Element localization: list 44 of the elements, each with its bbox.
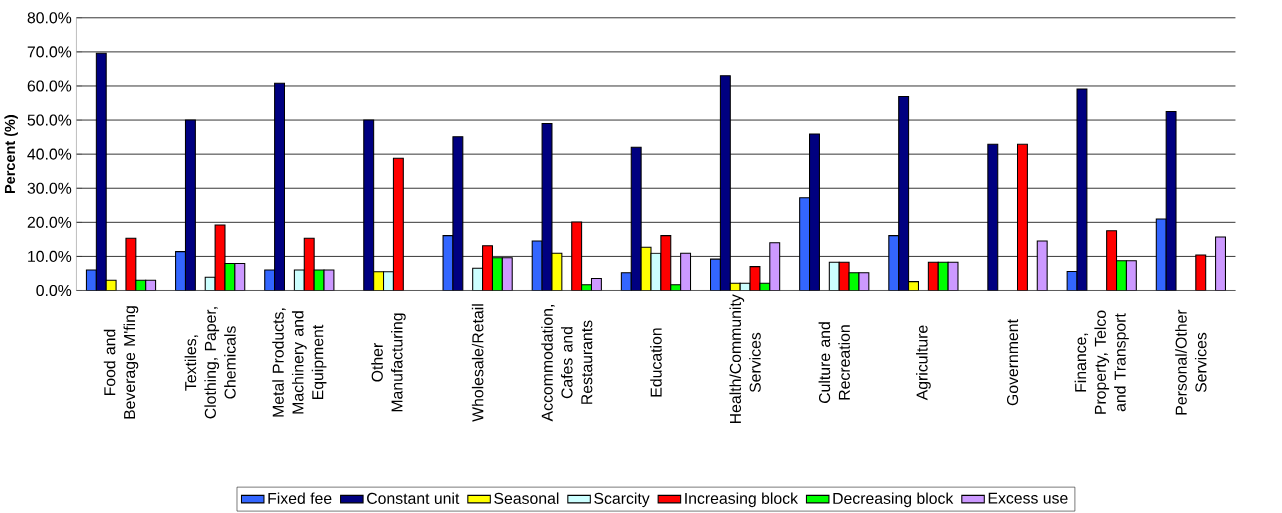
bar [482, 245, 493, 291]
y-tick-label: 20.0% [27, 216, 72, 228]
x-tick-label: Finance, Property, Telco and Transport [1074, 310, 1129, 414]
bar [184, 119, 196, 291]
x-tick-label: Health/Community Services [729, 294, 761, 424]
x-tick-label: Government [1006, 319, 1019, 406]
legend-label: Seasonal [494, 492, 559, 505]
x-tick-label: Textiles, Clothing, Paper, Chemicals [184, 307, 236, 419]
bar [1106, 230, 1118, 291]
y-tick-label: 50.0% [27, 114, 72, 126]
x-tick-label: Culture and Recreation [818, 322, 850, 404]
y-tick-label: 10.0% [28, 250, 72, 263]
bar [392, 157, 404, 291]
y-tick-label: 0.0% [36, 285, 72, 297]
legend-label: Increasing block [685, 492, 799, 508]
y-tick-label: 80.0% [27, 12, 72, 24]
x-tick-label: Other Manufacturing [371, 313, 406, 412]
y-tick-label: 30.0% [27, 182, 72, 194]
bar [719, 75, 731, 291]
x-tick-label: Education [650, 328, 662, 397]
legend-label: Scarcity [594, 492, 650, 508]
x-tick-label: Accommodation, Cafes and Restaurants [541, 305, 593, 422]
bar [888, 235, 900, 291]
y-tick-label: 60.0% [27, 80, 72, 92]
x-tick-label: Wholesale/Retail [471, 304, 484, 422]
x-tick-label: Agriculture [916, 325, 931, 401]
bar [1016, 143, 1028, 291]
y-axis-title: Percent (%) [4, 115, 18, 194]
x-tick-label: Metal Products, Machinery and Equipment [272, 308, 327, 417]
bar [363, 119, 375, 291]
bar [769, 242, 781, 291]
y-tick-label: 70.0% [27, 46, 72, 58]
bar [95, 52, 107, 291]
bar [274, 82, 286, 291]
legend-label: Decreasing block [833, 492, 954, 508]
y-tick-label: 40.0% [27, 148, 72, 160]
bar [898, 96, 910, 291]
x-tick-label: Personal/Other Services [1175, 309, 1207, 415]
bar [799, 197, 811, 291]
bar [809, 133, 820, 291]
legend-label: Fixed fee [268, 492, 332, 505]
legend-label: Constant unit [367, 492, 460, 505]
x-tick-label: Food and Beverage M'fing [103, 306, 139, 419]
legend-label: Excess use [988, 492, 1068, 504]
